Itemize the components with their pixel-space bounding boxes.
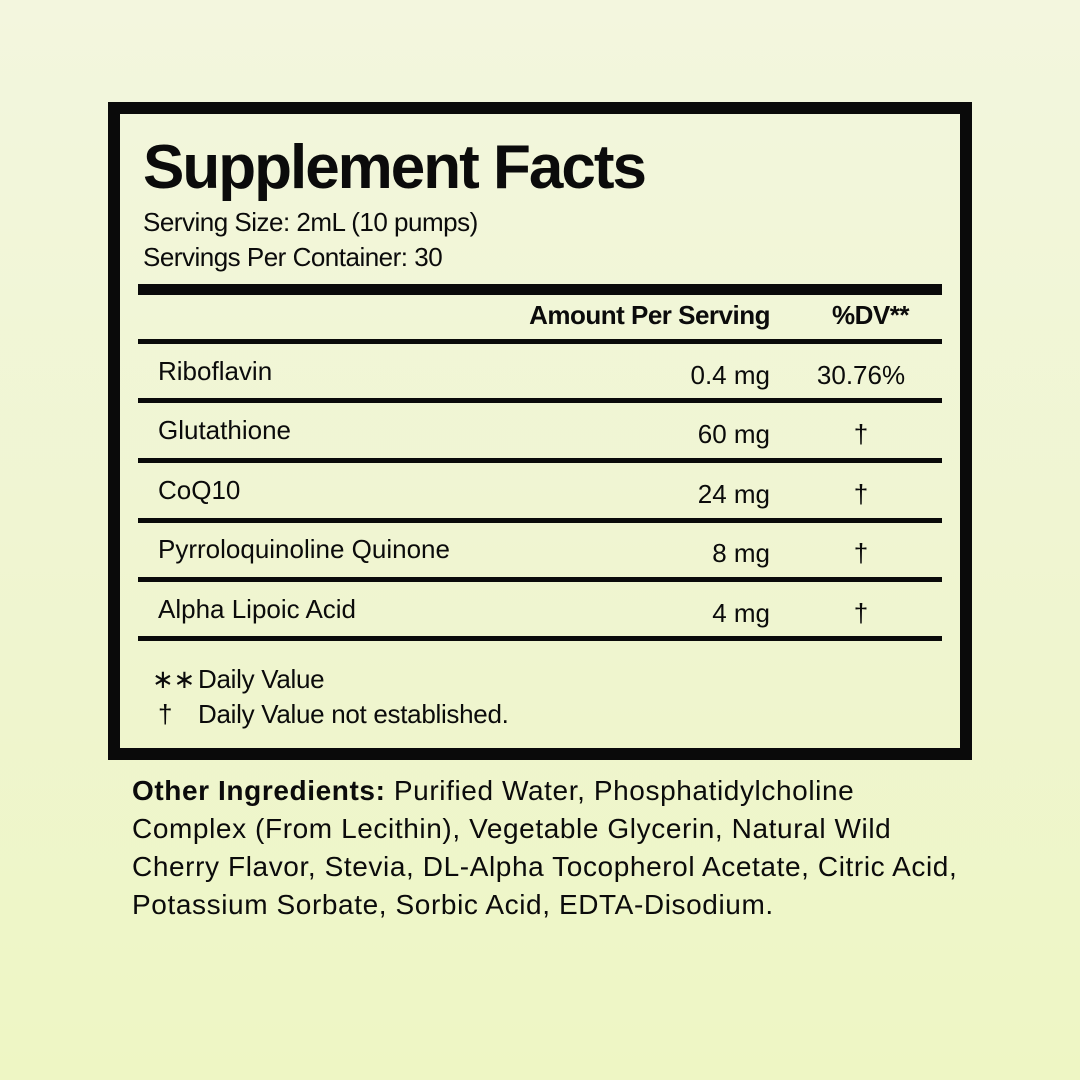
nutrient-name: Pyrroloquinoline Quinone (158, 534, 450, 564)
divider (138, 636, 942, 641)
nutrient-name: CoQ10 (158, 475, 241, 505)
footnote-symbol: ∗∗ (152, 664, 195, 694)
thick-divider (138, 284, 942, 295)
other-ingredients-label: Other Ingredients: (132, 775, 386, 806)
other-ingredients-text: Purified Water, Phosphatidylcholine Comp… (132, 775, 958, 920)
footnote-daily-value: ∗∗ Daily Value (152, 664, 325, 695)
divider (138, 339, 942, 344)
divider (138, 398, 942, 403)
nutrient-amount: 4 mg (712, 598, 770, 628)
footnote-symbol: † (158, 699, 173, 729)
nutrient-amount: 0.4 mg (690, 360, 771, 390)
nutrient-name: Alpha Lipoic Acid (158, 594, 357, 624)
nutrient-amount: 60 mg (697, 419, 770, 449)
page-title: Supplement Facts (143, 133, 647, 202)
table-row: Riboflavin 0.4 mg 30.76% (138, 344, 942, 399)
nutrient-name: Riboflavin (158, 356, 273, 386)
nutrient-dv: 30.76% (816, 360, 906, 390)
footnote-text: Daily Value (198, 664, 325, 694)
other-ingredients: Other Ingredients: Purified Water, Phosp… (132, 772, 962, 924)
divider (138, 577, 942, 582)
divider (138, 518, 942, 523)
nutrient-dv: † (853, 538, 869, 568)
servings-per-container: Servings Per Container: 30 (143, 242, 443, 272)
nutrient-amount: 24 mg (697, 479, 770, 509)
nutrient-dv: † (853, 419, 869, 449)
nutrient-amount: 8 mg (712, 538, 770, 568)
nutrient-dv: † (853, 598, 869, 628)
supplement-facts-panel (108, 102, 972, 760)
amount-header: Amount Per Serving (529, 300, 770, 330)
nutrient-dv: † (853, 479, 869, 509)
footnote-text: Daily Value not established. (198, 699, 509, 729)
footnote-not-established: † Daily Value not established. (152, 699, 509, 730)
serving-size: Serving Size: 2mL (10 pumps) (143, 207, 478, 237)
table-row: CoQ10 24 mg † (138, 463, 942, 518)
table-row: Glutathione 60 mg † (138, 403, 942, 458)
dv-header: %DV** (832, 300, 909, 330)
nutrient-name: Glutathione (158, 415, 291, 445)
table-row: Pyrroloquinoline Quinone 8 mg † (138, 522, 942, 577)
divider (138, 458, 942, 463)
table-row: Alpha Lipoic Acid 4 mg † (138, 582, 942, 637)
